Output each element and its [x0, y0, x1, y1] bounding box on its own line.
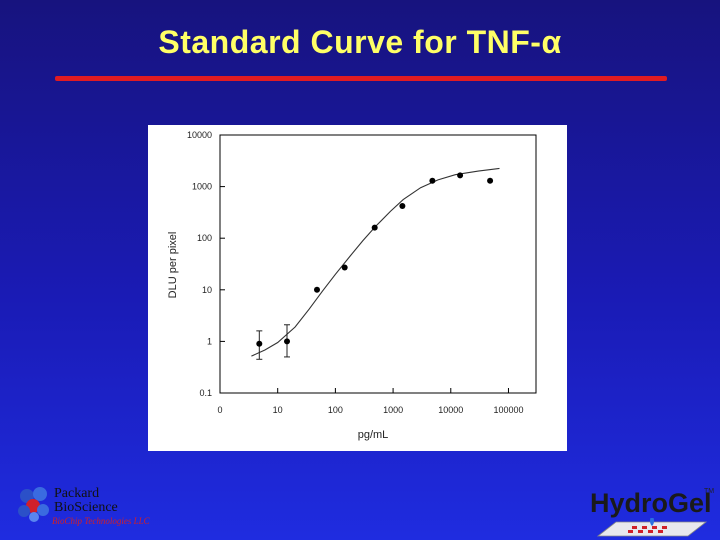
x-tick-label: 10000 — [438, 405, 463, 415]
logo-line-packard: Packard — [54, 486, 100, 501]
data-point — [284, 338, 291, 345]
y-tick-label: 0.1 — [199, 388, 212, 398]
y-tick-label: 100 — [197, 233, 212, 243]
y-tick-label: 1 — [207, 336, 212, 346]
fit-curve-line — [251, 167, 500, 357]
x-axis-label: pg/mL — [358, 429, 389, 441]
x-tick-label: 100 — [328, 405, 343, 415]
x-tick-label: 100000 — [493, 405, 523, 415]
y-tick-label: 10000 — [187, 130, 212, 140]
gel-slide-icon — [596, 518, 708, 537]
slide-title: Standard Curve for TNF-α — [158, 24, 562, 60]
title-underline — [55, 76, 667, 81]
y-axis-label: DLU per pixel — [167, 232, 179, 299]
data-point — [429, 177, 436, 184]
logo-line-biochip: BioChip Technologies LLC — [52, 516, 150, 526]
fit-curve-layer — [251, 167, 500, 357]
y-tick-label: 1000 — [192, 182, 212, 192]
y-tick-label: 10 — [202, 285, 212, 295]
hydrogel-logo: HydroGel TM — [588, 486, 715, 537]
data-point — [399, 203, 406, 210]
data-point — [457, 172, 464, 179]
data-point — [487, 177, 494, 184]
packard-bioscience-logo: Packard BioScience BioChip Technologies … — [16, 484, 156, 530]
data-points — [256, 172, 494, 360]
chart-panel: 0.1 1 10 100 1000 10000 0 10 100 1000 10000 100000 … — [148, 125, 567, 451]
logo-line-bioscience: BioScience — [54, 500, 118, 515]
data-point — [256, 340, 263, 347]
axes — [219, 134, 537, 394]
data-point — [313, 286, 320, 293]
plot-frame — [219, 134, 537, 394]
trademark-mark: TM — [704, 488, 715, 495]
x-tick-label: 10 — [273, 405, 283, 415]
hydrogel-wordmark: HydroGel — [590, 488, 712, 518]
x-tick-label: 0 — [217, 405, 222, 415]
data-point — [371, 224, 378, 231]
molecule-logo-icon — [18, 487, 49, 522]
x-tick-label: 1000 — [383, 405, 403, 415]
data-point — [341, 264, 348, 271]
